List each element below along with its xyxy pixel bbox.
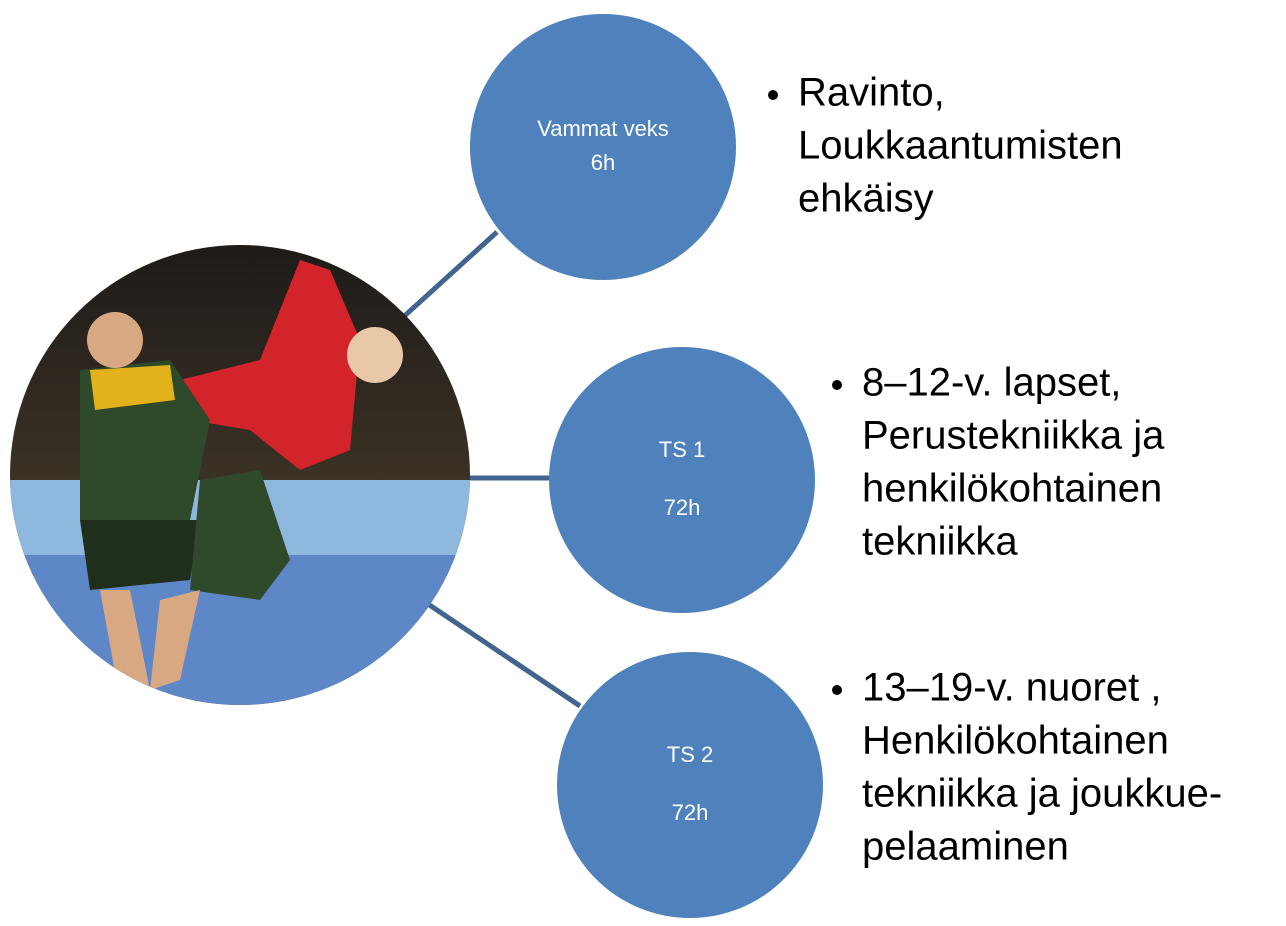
bullet-text: ehkäisy — [798, 177, 934, 221]
connector — [400, 232, 497, 320]
bullet-text: 8–12-v. lapset, — [862, 361, 1121, 405]
bullet-dot — [832, 685, 842, 695]
node-label: TS 2 — [667, 742, 713, 767]
bullet-text: tekniikka — [862, 520, 1018, 564]
node-label: 72h — [672, 800, 709, 825]
connector — [428, 604, 580, 706]
bullet-dot — [768, 90, 778, 100]
slide: Vammat veks 6h Ravinto, Loukkaantumisten ehk… — [0, 0, 1286, 921]
page: Vammat veks 6h Ravinto, Loukkaantumisten ehk… — [0, 0, 1286, 921]
bullet-text: Henkilökohtainen — [862, 719, 1169, 763]
bullet-text: 13–19-v. nuoret , — [862, 666, 1161, 710]
bullet-text: pelaaminen — [862, 825, 1069, 869]
bullet-text: henkilökohtainen — [862, 467, 1162, 511]
node-circle — [470, 14, 736, 280]
node-label: TS 1 — [659, 437, 705, 462]
bullet-text: Ravinto, — [798, 71, 945, 115]
bullet-text: tekniikka ja joukkue- — [862, 772, 1222, 816]
node-label: 6h — [591, 150, 615, 175]
node-circle — [557, 652, 823, 918]
bullet-text: Loukkaantumisten — [798, 124, 1123, 168]
bullet-dot — [832, 380, 842, 390]
node-label: Vammat veks — [537, 116, 669, 141]
node-label: 72h — [664, 495, 701, 520]
node-circle — [549, 347, 815, 613]
bullet-text: Perustekniikka ja — [862, 414, 1165, 458]
